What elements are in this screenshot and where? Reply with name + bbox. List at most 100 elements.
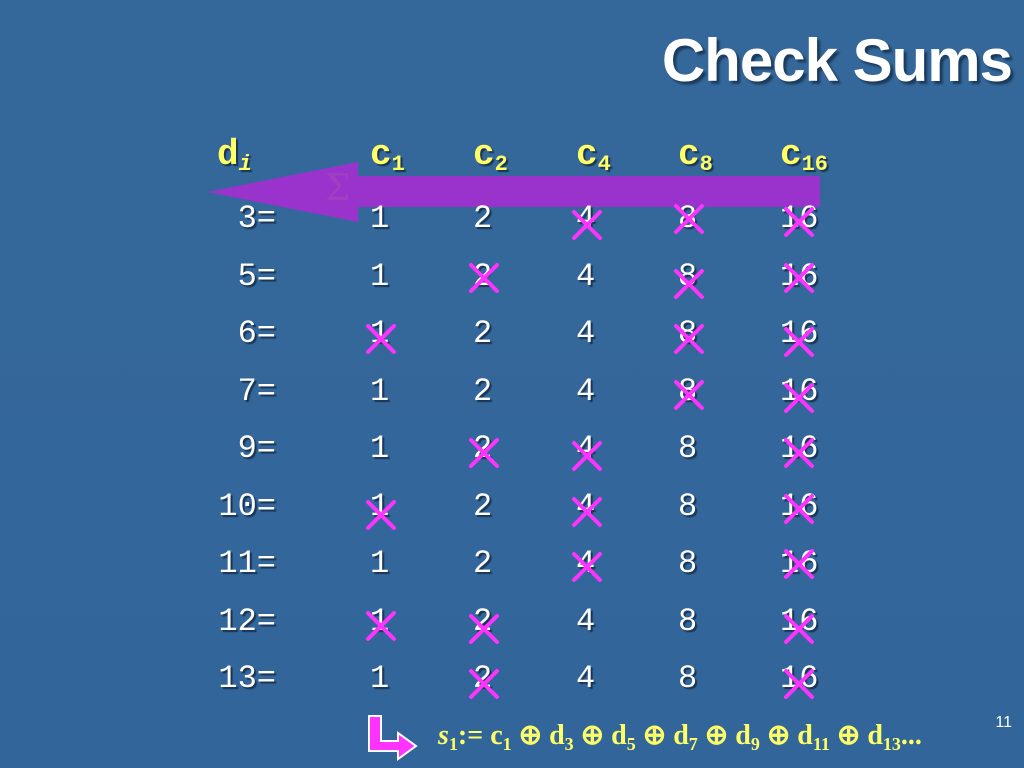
slide-title: Check Sums — [661, 27, 1013, 94]
formula-term-sub: 1 — [502, 734, 512, 754]
row-label: 13= — [218, 660, 276, 697]
row-label: 9= — [237, 430, 276, 467]
column-header-label: c — [576, 134, 598, 175]
header-d-sub: i — [238, 152, 252, 177]
column-header-4: c16 — [780, 134, 828, 177]
table-cell: 2 — [473, 372, 493, 410]
x-mark-icon — [784, 382, 814, 413]
formula-term: d — [790, 720, 813, 751]
table-cell: 2 — [473, 200, 493, 237]
table-cell: 16 — [780, 372, 819, 410]
formula-term-sub: 7 — [688, 734, 698, 754]
x-mark-icon — [572, 210, 602, 240]
table-cell: 2 — [473, 487, 493, 525]
formula-terms: c1 ⊕ d3 ⊕ d5 ⊕ d7 ⊕ d9 ⊕ d11 ⊕ d13 — [490, 720, 901, 754]
column-header-sub: 8 — [699, 152, 713, 177]
formula-lhs-sub: 1 — [448, 734, 458, 754]
formula-term-sub: 11 — [812, 734, 830, 754]
table-cell: 8 — [678, 660, 698, 697]
table-cell: 8 — [678, 430, 698, 467]
formula-term: d — [666, 720, 689, 751]
x-mark-icon — [784, 438, 814, 468]
x-mark-icon — [572, 552, 602, 582]
x-mark-icon — [674, 204, 704, 234]
formula-operator: ⊕ — [697, 720, 729, 751]
checksum-formula: s1:= c1 ⊕ d3 ⊕ d5 ⊕ d7 ⊕ d9 ⊕ d11 ⊕ d13.… — [438, 718, 922, 755]
column-header-sub: 16 — [801, 152, 829, 177]
table-cell: 8 — [678, 487, 698, 525]
table-cell: 2 — [473, 315, 493, 352]
x-mark-icon — [784, 262, 814, 293]
row-label: 11= — [218, 545, 276, 582]
formula-operator: ⊕ — [511, 720, 543, 751]
x-mark-icon — [469, 262, 499, 293]
x-mark-icon — [784, 493, 814, 524]
column-header-sub: 1 — [391, 152, 405, 177]
x-mark-icon — [674, 268, 704, 299]
column-header-label: c — [473, 134, 495, 175]
formula-term: d — [542, 720, 565, 751]
x-mark-icon — [469, 669, 499, 699]
formula-term-sub: 3 — [564, 734, 574, 754]
row-label: 12= — [218, 602, 276, 640]
bent-right-arrow-icon — [368, 715, 418, 761]
formula-term: d — [728, 720, 751, 751]
column-header-sub: 2 — [494, 152, 508, 177]
formula-ellipsis: ... — [900, 720, 922, 751]
column-header-0: c1 — [370, 134, 405, 177]
column-header-1: c2 — [473, 134, 508, 177]
table-cell: 1 — [370, 372, 390, 410]
formula-term-sub: 13 — [882, 734, 901, 754]
x-mark-icon — [366, 499, 396, 530]
table-cell: 4 — [576, 257, 596, 295]
table-cell: 1 — [370, 545, 390, 582]
formula-term: d — [860, 720, 883, 751]
x-mark-icon — [784, 613, 814, 644]
x-mark-icon — [674, 324, 704, 354]
formula-term-sub: 9 — [750, 734, 760, 754]
column-header-label: c — [780, 134, 802, 175]
x-mark-icon — [572, 496, 602, 527]
table-cell: 16 — [780, 602, 819, 640]
formula-operator: ⊕ — [829, 720, 861, 751]
row-label: 3= — [237, 200, 276, 237]
table-cell: 8 — [678, 602, 698, 640]
table-cell: 4 — [576, 315, 596, 352]
table-cell: 1 — [370, 660, 390, 697]
row-label: 5= — [237, 257, 276, 295]
row-label: 6= — [237, 315, 276, 352]
header-d-i: di — [217, 134, 252, 177]
x-mark-icon — [366, 324, 396, 354]
x-mark-icon — [674, 379, 704, 410]
x-mark-icon — [366, 610, 396, 641]
table-cell: 2 — [473, 545, 493, 582]
page-number: 11 — [995, 714, 1012, 731]
table-cell: 1 — [370, 257, 390, 295]
x-mark-icon — [784, 549, 814, 579]
sum-symbol: Σ — [325, 168, 351, 209]
x-mark-icon — [469, 613, 499, 644]
formula-term: d — [604, 720, 627, 751]
x-mark-icon — [572, 441, 602, 471]
x-mark-icon — [784, 207, 814, 237]
table-cell: 16 — [780, 315, 819, 352]
table-cell: 16 — [780, 430, 819, 467]
row-label: 10= — [218, 487, 276, 525]
table-cell: 16 — [780, 200, 819, 237]
table-cell: 1 — [370, 430, 390, 467]
formula-operator: ⊕ — [759, 720, 791, 751]
x-mark-icon — [784, 327, 814, 357]
formula-lhs: s — [438, 720, 449, 751]
formula-term: c — [490, 720, 503, 751]
formula-term-sub: 5 — [626, 734, 636, 754]
table-cell: 8 — [678, 545, 698, 582]
table-cell: 4 — [576, 372, 596, 410]
column-header-2: c4 — [576, 134, 611, 177]
sum-arrow-icon — [207, 162, 820, 222]
column-header-label: c — [370, 134, 392, 175]
table-cell: 16 — [780, 660, 819, 697]
formula-operator: ⊕ — [635, 720, 667, 751]
row-label: 7= — [237, 372, 276, 410]
